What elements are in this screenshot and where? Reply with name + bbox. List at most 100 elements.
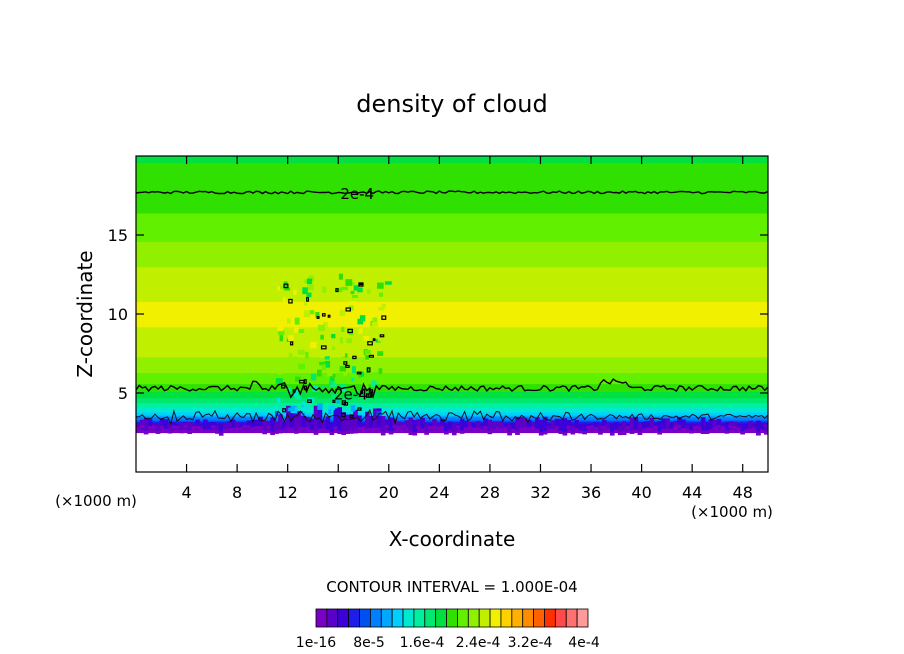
field-cell [365,354,369,360]
field-cell [355,279,361,285]
field-band [136,227,768,230]
field-cell [764,423,768,435]
field-cell [380,432,386,436]
field-cell [432,418,437,429]
field-cell [358,328,363,334]
colorbar-tick-label: 1e-16 [296,635,336,651]
field-cell [303,310,311,318]
field-band [136,179,768,182]
field-cell [384,424,390,428]
field-cell [542,416,548,435]
field-cell [598,431,603,435]
field-cell [752,428,757,432]
field-cell [459,430,465,434]
field-cell [657,421,662,435]
field-cell [712,419,718,430]
field-cell [499,428,504,432]
field-cell [298,363,306,370]
field-cell [653,425,658,429]
field-band [136,295,768,298]
field-band [136,367,768,370]
field-cell [171,425,177,429]
field-cell [309,418,315,433]
contour-blob [358,282,364,286]
field-cell [732,421,737,430]
contour-blob [307,399,312,404]
field-band [136,201,768,204]
field-band [136,182,768,186]
field-cell [350,405,356,412]
field-cell [159,425,165,429]
field-cell [728,424,734,429]
field-band [136,276,768,279]
field-cell [352,295,358,299]
field-cell [341,412,346,435]
field-cell [424,424,429,435]
field-band [136,236,768,239]
field-band [136,391,768,394]
field-band [136,386,768,389]
field-band [136,397,768,400]
field-cell [163,419,169,432]
field-cell [531,426,536,430]
field-cell [677,417,682,429]
field-cell [507,424,512,436]
field-cell [307,284,314,291]
field-cell [527,427,532,431]
contour-blob [356,371,362,375]
field-band [136,274,768,277]
contour-blob [367,341,373,346]
field-band [136,336,768,339]
colorbar [315,608,589,628]
field-band [136,385,768,388]
field-cell [364,350,371,355]
field-cell [455,425,461,429]
field-cell [641,421,647,432]
field-band [136,253,768,257]
field-band [136,280,768,283]
field-band [136,298,768,301]
x-unit-label-left: (×1000 m) [55,492,137,510]
field-cell [463,420,469,431]
field-band [136,171,768,174]
field-cell [372,372,379,376]
contour-blob [327,314,331,318]
field-cell [748,420,753,432]
field-cell [566,420,572,429]
field-cell [207,422,212,433]
field-cell [147,419,153,430]
field-band [136,318,768,321]
field-cell [350,377,355,382]
contour-blob [349,414,354,419]
field-cell [511,428,516,432]
field-cell [277,325,284,332]
field-cell [334,376,342,383]
field-cell [262,430,267,435]
field-cell [187,422,192,434]
field-cell [179,422,184,434]
field-band [136,220,768,223]
field-cell [459,418,465,434]
field-band [136,203,768,206]
field-band [136,301,768,304]
field-cell [669,428,674,432]
contour-labels: 2e-4 2e-4 [334,185,374,404]
contour-blob [357,407,362,411]
field-band [136,296,768,299]
field-cell [136,427,141,431]
field-band [136,377,768,380]
field-cell [649,417,655,432]
field-cell [287,407,295,412]
field-cell [665,418,670,433]
field-cell [167,422,173,434]
contour-line-3 [136,408,768,426]
field-cell [287,299,292,303]
field-cell [358,372,362,378]
field-cell [515,416,520,435]
field-cell [378,368,383,374]
field-cell [467,426,473,430]
field-band [136,307,768,310]
colorbar-swatch [446,608,458,628]
field-cell [276,397,281,404]
colorbar-tick-label: 1.6e-4 [400,635,445,651]
